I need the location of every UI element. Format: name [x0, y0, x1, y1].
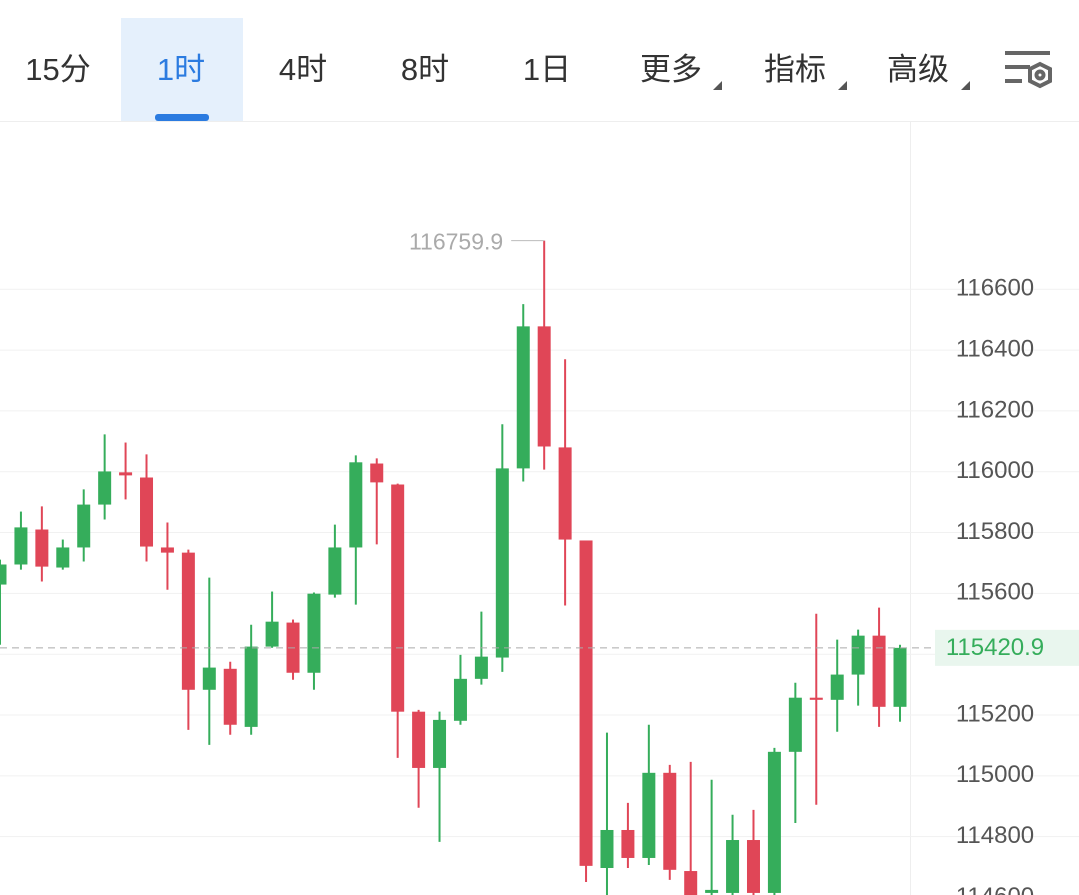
candle-body: [830, 674, 844, 700]
candle-body: [516, 326, 530, 469]
candle-body: [370, 463, 384, 483]
y-tick-label: 115600: [956, 579, 1034, 606]
dropdown-arrows: [713, 81, 970, 90]
candle-body: [181, 552, 195, 690]
candle-body: [35, 529, 49, 567]
tab[interactable]: 1时: [157, 52, 205, 87]
candle-body: [453, 678, 467, 721]
candle-body: [14, 527, 28, 565]
candle-body: [705, 889, 719, 893]
tab[interactable]: 高级: [887, 52, 949, 87]
candle-body: [0, 564, 7, 585]
candle-body: [495, 468, 509, 658]
candle-body: [726, 840, 740, 893]
candle-body: [872, 635, 886, 707]
candle-body: [809, 697, 823, 700]
last-price-label: 115420.9: [946, 634, 1044, 661]
settings-icon[interactable]: [1005, 51, 1052, 89]
candle-body: [349, 462, 363, 548]
candle-body: [140, 477, 154, 547]
tab[interactable]: 1日: [523, 52, 571, 87]
y-tick-label: 115000: [956, 761, 1034, 788]
candle-body: [579, 540, 593, 866]
y-tick-label: 115800: [956, 518, 1034, 545]
candle-body: [621, 829, 635, 858]
max-label: 116759.9: [409, 229, 503, 255]
candle-body: [767, 751, 781, 893]
candle-body: [160, 547, 174, 553]
tab[interactable]: 8时: [401, 52, 449, 87]
candle-body: [537, 326, 551, 447]
y-tick-label: 115200: [956, 700, 1034, 727]
candle-body: [851, 635, 865, 675]
selected-tab-indicator: [155, 114, 209, 121]
candle-body: [119, 472, 133, 476]
candle-body: [663, 772, 677, 870]
candle-body: [77, 504, 91, 548]
candle-body: [223, 668, 237, 725]
candle-body: [265, 621, 279, 647]
candle-body: [746, 840, 760, 893]
candle-body: [684, 871, 698, 895]
tab[interactable]: 更多: [640, 52, 702, 87]
selected-tab-bg: [121, 18, 243, 121]
candle-body: [558, 447, 572, 540]
y-tick-label: 116600: [956, 275, 1034, 302]
y-tick-label: 114600: [956, 883, 1034, 895]
tab[interactable]: 4时: [279, 52, 327, 87]
y-tick-label: 114800: [956, 822, 1034, 849]
candle-body: [788, 697, 802, 752]
candle-body: [328, 547, 342, 595]
y-tick-label: 116400: [956, 335, 1034, 362]
candle-body: [244, 646, 258, 727]
candle-body: [412, 711, 426, 768]
candle-body: [474, 656, 488, 679]
y-tick-label: 116000: [956, 457, 1034, 484]
candle-body: [202, 667, 216, 690]
tab[interactable]: 指标: [764, 52, 826, 87]
candle-body: [600, 829, 614, 869]
tab[interactable]: 15分: [25, 52, 90, 87]
last-price-box: [935, 629, 1079, 666]
candle-body: [98, 471, 112, 505]
candle-body: [307, 593, 321, 673]
candle-body: [433, 719, 447, 768]
y-tick-label: 116200: [956, 396, 1034, 423]
candle-body: [56, 547, 70, 568]
candle-body: [893, 647, 907, 707]
candle-body: [391, 484, 405, 712]
candle-body: [642, 772, 656, 858]
